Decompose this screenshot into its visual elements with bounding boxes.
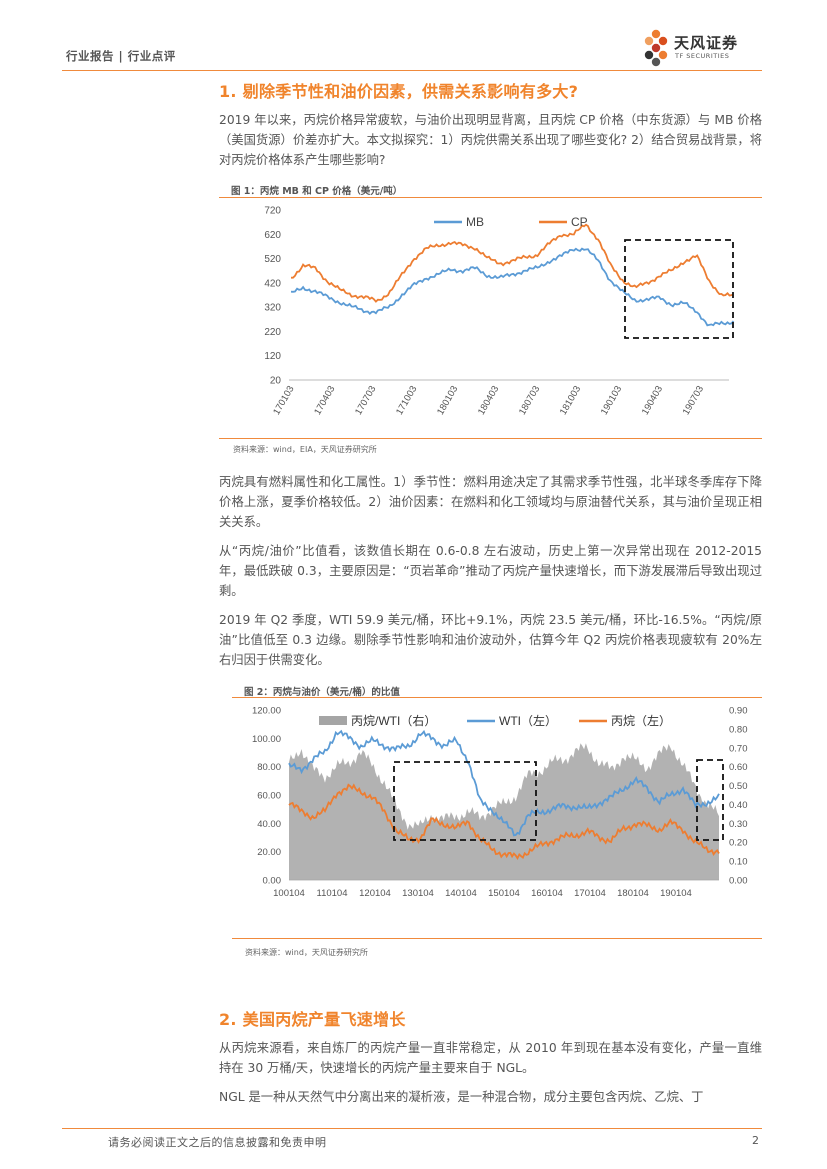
x-tick-label: 181003 bbox=[558, 384, 583, 417]
legend-label-2: 丙烷（左） bbox=[611, 713, 671, 728]
x-tick-label: 110104 bbox=[317, 888, 348, 899]
y-right-tick-label: 0.10 bbox=[729, 857, 748, 868]
x-tick-label: 170104 bbox=[574, 888, 606, 899]
series-line-1 bbox=[288, 729, 720, 837]
figure1-top-rule bbox=[219, 197, 762, 198]
x-tick-label: 150104 bbox=[488, 888, 520, 899]
y-tick-label: 420 bbox=[264, 278, 281, 289]
section1-intro: 2019 年以来，丙烷价格异常疲软，与油价出现明显背离，且丙烷 CP 价格（中东… bbox=[219, 113, 762, 167]
y-tick-label: 520 bbox=[264, 254, 281, 265]
y-left-tick-label: 80.00 bbox=[257, 762, 281, 773]
figure2-bottom-rule bbox=[232, 938, 762, 939]
section2-title: 2. 美国丙烷产量飞速增长 bbox=[219, 1010, 406, 1029]
x-tick-label: 180104 bbox=[617, 888, 649, 899]
y-right-tick-label: 0.30 bbox=[729, 819, 748, 830]
paragraph-ratio-history: 从“丙烷/油价”比值看，该数值长期在 0.6-0.8 左右波动，历史上第一次异常… bbox=[219, 544, 762, 598]
x-tick-label: 190703 bbox=[681, 384, 706, 417]
y-left-tick-label: 40.00 bbox=[257, 819, 281, 830]
paragraph-propane-properties: 丙烷具有燃料属性和化工属性。1）季节性：燃料用途决定了其需求季节性强，北半球冬季… bbox=[219, 475, 762, 529]
y-tick-label: 320 bbox=[264, 303, 281, 314]
x-tick-label: 171003 bbox=[394, 384, 419, 417]
logo-text-cn: 天风证券 bbox=[674, 34, 739, 52]
x-tick-label: 190104 bbox=[660, 888, 692, 899]
y-right-tick-label: 0.70 bbox=[729, 743, 748, 754]
x-tick-label: 190103 bbox=[599, 384, 624, 417]
y-left-tick-label: 120.00 bbox=[252, 706, 281, 717]
x-tick-label: 180703 bbox=[517, 384, 542, 417]
y-left-tick-label: 0.00 bbox=[263, 876, 282, 887]
section2-paragraph-2: NGL 是一种从天然气中分离出来的凝析液，是一种混合物，成分主要包含丙烷、乙烷、… bbox=[219, 1090, 704, 1104]
x-tick-label: 180103 bbox=[435, 384, 460, 417]
y-right-tick-label: 0.60 bbox=[729, 762, 748, 773]
logo-text-en: TF SECURITIES bbox=[675, 52, 730, 60]
figure2-top-rule bbox=[232, 697, 762, 698]
series-line-cp bbox=[291, 223, 734, 303]
series-line-mb bbox=[290, 247, 735, 327]
figure2-source: 资料来源：wind，天风证券研究所 bbox=[245, 948, 368, 957]
y-right-tick-label: 0.20 bbox=[729, 838, 748, 849]
y-left-tick-label: 20.00 bbox=[257, 847, 281, 858]
legend-label-1: WTI（左） bbox=[499, 713, 557, 728]
figure1-source: 资料来源：wind，EIA，天风证券研究所 bbox=[233, 445, 377, 454]
x-tick-label: 180403 bbox=[476, 384, 501, 417]
highlight-box bbox=[624, 239, 734, 339]
brand-logo: 天风证券 TF SECURITIES bbox=[644, 26, 764, 74]
legend-label-0: 丙烷/WTI（右） bbox=[351, 713, 436, 728]
section1-title: 1. 剔除季节性和油价因素，供需关系影响有多大? bbox=[219, 82, 579, 101]
x-tick-label: 190403 bbox=[640, 384, 665, 417]
x-tick-label: 120104 bbox=[359, 888, 391, 899]
header-divider bbox=[62, 70, 762, 71]
y-left-tick-label: 100.00 bbox=[252, 734, 281, 745]
figure2-title: 图 2：丙烷与油价（美元/桶）的比值 bbox=[244, 687, 400, 698]
y-tick-label: 720 bbox=[264, 206, 281, 217]
y-tick-label: 120 bbox=[264, 351, 281, 362]
x-tick-label: 170103 bbox=[271, 384, 296, 417]
x-tick-label: 170703 bbox=[353, 384, 378, 417]
report-category: 行业报告 | 行业点评 bbox=[66, 49, 176, 63]
figure1-title: 图 1：丙烷 MB 和 CP 价格（美元/吨） bbox=[231, 186, 403, 197]
series-area-ratio bbox=[289, 743, 719, 880]
highlight-box-2019 bbox=[696, 759, 724, 841]
flower-logo-icon bbox=[644, 29, 668, 67]
y-right-tick-label: 0.80 bbox=[729, 724, 748, 735]
series-line-2 bbox=[288, 783, 720, 861]
legend-label-cp: CP bbox=[571, 215, 588, 229]
section2-paragraph-1: 从丙烷来源看，来自炼厂的丙烷产量一直非常稳定，从 2010 年到现在基本没有变化… bbox=[219, 1041, 762, 1075]
chart-propane-oil-ratio: 120.00 100.00 80.00 60.00 40.00 20.00 0.00 0.90… bbox=[252, 706, 748, 900]
x-tick-label: 160104 bbox=[531, 888, 563, 899]
legend-label-mb: MB bbox=[466, 215, 484, 229]
figure1-bottom-rule bbox=[219, 438, 762, 439]
x-tick-label: 100104 bbox=[273, 888, 305, 899]
y-tick-label: 220 bbox=[264, 327, 281, 338]
footer-disclaimer: 请务必阅读正文之后的信息披露和免责申明 bbox=[108, 1136, 327, 1149]
x-tick-label: 140104 bbox=[445, 888, 477, 899]
y-right-tick-label: 0.90 bbox=[729, 706, 748, 717]
y-right-tick-label: 0.50 bbox=[729, 781, 748, 792]
y-right-tick-label: 0.00 bbox=[729, 876, 748, 887]
paragraph-q2-analysis: 2019 年 Q2 季度，WTI 59.9 美元/桶，环比+9.1%，丙烷 23… bbox=[219, 613, 762, 667]
page-number: 2 bbox=[752, 1134, 759, 1147]
legend-swatch-ratio bbox=[319, 716, 347, 725]
y-tick-label: 620 bbox=[264, 230, 281, 241]
y-right-tick-label: 0.40 bbox=[729, 800, 748, 811]
footer-divider bbox=[62, 1128, 762, 1129]
x-tick-label: 170403 bbox=[312, 384, 337, 417]
x-tick-label: 130104 bbox=[402, 888, 434, 899]
highlight-box-2012-2015 bbox=[393, 761, 537, 841]
y-tick-label: 20 bbox=[270, 376, 282, 387]
y-left-tick-label: 60.00 bbox=[257, 791, 281, 802]
